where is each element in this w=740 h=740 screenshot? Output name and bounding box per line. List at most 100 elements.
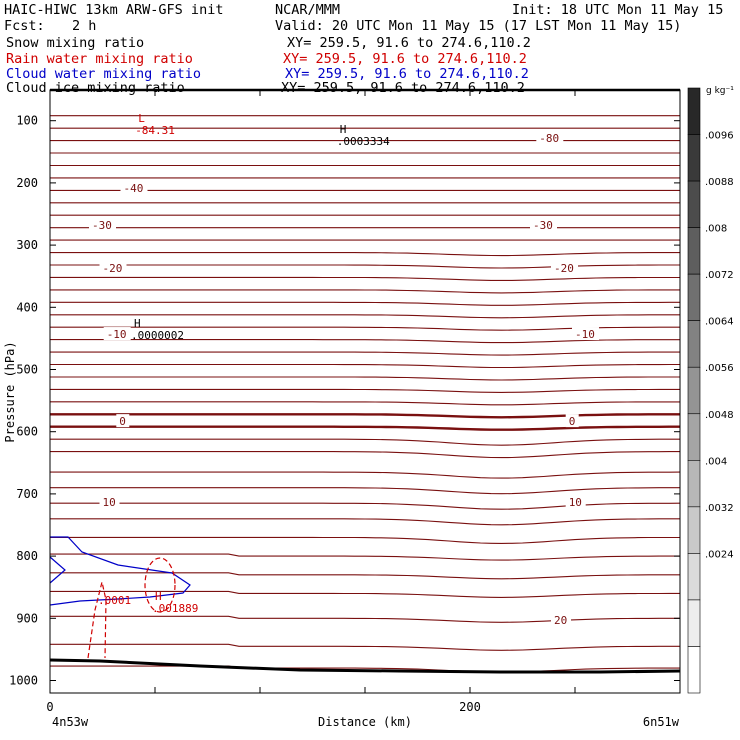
contour-label-bg [99, 261, 127, 275]
contour-label-bg [116, 414, 130, 428]
contour-label: -80 [539, 132, 559, 145]
field-snow-xy: XY= 259.5, 91.6 to 274.6,110.2 [287, 35, 531, 51]
y-tick-label: 100 [16, 114, 38, 128]
colorbar-label: .0088 [705, 177, 734, 188]
surface-line [49, 658, 681, 674]
contour-label-bg [99, 494, 120, 508]
x-tick-label: 0 [46, 700, 53, 714]
contour-label: 10 [103, 496, 116, 509]
contour-label: 0 [569, 415, 576, 428]
colorbar-swatch [687, 180, 701, 228]
field-cloudice-xy: XY= 259.5, 91.6 to 274.6,110.2 [281, 80, 525, 96]
isotherm-line [50, 363, 680, 369]
isotherm-line [50, 252, 680, 257]
contour-label-bg [536, 131, 564, 145]
colorbar-label: .0048 [705, 410, 734, 421]
field-cloudwater-name: Cloud water mixing ratio [6, 66, 202, 82]
contour-label-bg [103, 327, 131, 341]
contour-label-bg [551, 261, 578, 275]
contour-label: -20 [103, 262, 123, 275]
field-rain-xy: XY= 259.5, 91.6 to 274.6,110.2 [283, 51, 527, 67]
isotherm-line [50, 487, 680, 495]
colorbar-label: .0096 [705, 131, 734, 142]
isotherm-line [50, 289, 680, 294]
colorbar-swatch [687, 227, 701, 275]
isotherm-line [50, 401, 680, 406]
valid-time: Valid: 20 UTC Mon 11 May 15 (17 LST Mon … [275, 18, 682, 34]
isotherm-line [50, 314, 680, 319]
colorbar-swatch [687, 646, 701, 694]
contour-label: -40 [124, 182, 144, 195]
x-end-label: 6n51w [643, 715, 680, 729]
contour-label-bg [551, 613, 571, 627]
contour-label-bg [120, 180, 148, 194]
contour-label: 20 [554, 614, 567, 627]
y-axis-label: Pressure (hPa) [3, 341, 17, 442]
colorbar-swatch [687, 460, 701, 508]
fcst-label: Fcst: [4, 18, 45, 34]
y-tick-label: 900 [16, 611, 38, 625]
colorbar-swatch [687, 134, 701, 182]
contour-label-bg [89, 218, 116, 232]
y-tick-label: 1000 [9, 674, 38, 688]
contour-label: 10 [569, 496, 582, 509]
y-tick-label: 500 [16, 363, 38, 377]
extremum-kind: H [340, 123, 347, 136]
colorbar-swatch [687, 87, 701, 135]
isotherm-line [50, 518, 680, 526]
contour-label-bg [530, 218, 557, 232]
contour-label: 0 [119, 415, 126, 428]
colorbar-swatch [687, 553, 701, 601]
colorbar-label: .0072 [705, 270, 734, 281]
isotherm-line [50, 665, 680, 673]
isotherm-line [50, 572, 680, 580]
isotherm-line [50, 413, 680, 419]
isotherm-line [50, 451, 680, 459]
colorbar-label: .004 [705, 456, 727, 467]
fcst-value: 2 h [72, 18, 97, 34]
cloud-water-notch [49, 556, 66, 584]
contour-label: -20 [554, 262, 574, 275]
isotherm-line [50, 438, 680, 446]
x-tick-label: 200 [459, 700, 481, 714]
contour-label-bg [572, 327, 599, 341]
y-tick-label: 200 [16, 176, 38, 190]
colorbar-unit: g kg⁻¹ [706, 86, 734, 96]
x-axis-label: Distance (km) [318, 715, 412, 729]
colorbar-swatch [687, 320, 701, 368]
extremum-value: .0003334 [337, 135, 390, 148]
field-snow-name: Snow mixing ratio [6, 35, 145, 51]
isotherm-line [50, 301, 680, 306]
colorbar-label: .008 [705, 224, 727, 235]
init-time: Init: 18 UTC Mon 11 May 15 [512, 2, 724, 18]
temperature-contours [50, 115, 681, 673]
y-tick-label: 300 [16, 238, 38, 252]
isotherm-line [50, 425, 680, 431]
isotherm-line [50, 388, 680, 393]
cloud-water-label: .0001 [98, 594, 131, 607]
colorbar-swatch [687, 273, 701, 321]
isotherm-line [50, 615, 680, 623]
isotherm-line [50, 351, 680, 356]
plot-frame [49, 89, 681, 694]
isotherm-line [50, 264, 680, 269]
x-axis: 0 200 [46, 90, 681, 714]
contour-label: -10 [107, 328, 127, 341]
contour-label-bg [565, 414, 579, 428]
y-tick-label: 600 [16, 425, 38, 439]
y-tick-label: 800 [16, 549, 38, 563]
isotherm-line [50, 471, 681, 479]
y-tick-label: 400 [16, 300, 38, 314]
extremum-value: .0000002 [131, 329, 184, 342]
contour-label: -30 [533, 219, 553, 232]
org-label: NCAR/MMM [275, 2, 341, 18]
isotherm-line [50, 553, 680, 561]
cloud-water-contour [49, 536, 191, 606]
cloud-contours: .0001 [49, 536, 191, 659]
extremum-kind: H [155, 590, 162, 603]
colorbar-swatch [687, 366, 701, 415]
isotherm-line [50, 536, 680, 544]
